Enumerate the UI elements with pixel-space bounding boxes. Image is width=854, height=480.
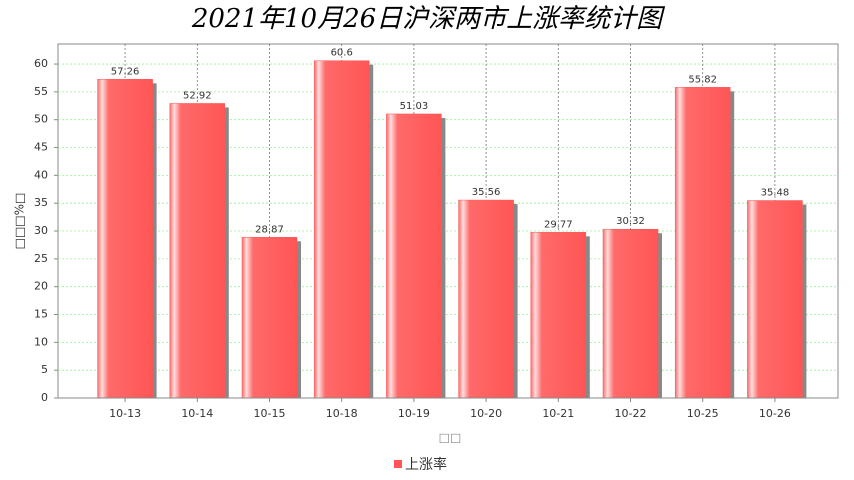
legend-swatch bbox=[394, 460, 402, 468]
y-tick-label: 25 bbox=[34, 252, 48, 265]
bar bbox=[458, 199, 514, 399]
value-label: 51.03 bbox=[400, 101, 429, 112]
bar bbox=[241, 237, 298, 399]
bar bbox=[530, 232, 587, 399]
y-tick-label: 30 bbox=[34, 224, 48, 237]
bar bbox=[386, 113, 442, 399]
y-tick-label: 45 bbox=[34, 141, 48, 154]
value-label: 35.48 bbox=[761, 188, 790, 199]
x-tick-label: 10-19 bbox=[398, 407, 430, 420]
y-axis-label: □□□%□ bbox=[13, 193, 27, 250]
bar bbox=[602, 228, 659, 399]
x-tick-label: 10-20 bbox=[470, 407, 502, 420]
y-tick-label: 35 bbox=[34, 196, 48, 209]
value-label: 60.6 bbox=[331, 48, 353, 59]
value-label: 57.26 bbox=[111, 66, 140, 77]
y-tick-label: 55 bbox=[34, 85, 48, 98]
value-label: 28.87 bbox=[255, 224, 284, 235]
legend-label: 上涨率 bbox=[405, 456, 447, 473]
bar bbox=[97, 79, 153, 399]
x-tick-label: 10-21 bbox=[542, 407, 574, 420]
y-tick-label: 0 bbox=[41, 391, 48, 404]
bar bbox=[674, 87, 731, 399]
bar bbox=[169, 103, 226, 399]
x-tick-label: 10-22 bbox=[615, 407, 647, 420]
x-tick-label: 10-13 bbox=[109, 407, 141, 420]
value-label: 55.82 bbox=[688, 74, 717, 85]
chart-title: 2021年10月26日沪深两市上涨率统计图 bbox=[191, 4, 666, 34]
x-axis-label: □□ bbox=[439, 431, 462, 445]
value-label: 29.77 bbox=[544, 219, 573, 230]
y-tick-label: 10 bbox=[34, 335, 48, 348]
y-tick-label: 40 bbox=[34, 168, 48, 181]
x-tick-label: 10-18 bbox=[326, 407, 358, 420]
x-tick-label: 10-15 bbox=[254, 407, 286, 420]
value-label: 35.56 bbox=[472, 187, 501, 198]
x-tick-label: 10-26 bbox=[759, 407, 791, 420]
y-tick-label: 15 bbox=[34, 308, 48, 321]
y-tick-label: 50 bbox=[34, 113, 48, 126]
value-label: 52.92 bbox=[183, 90, 212, 101]
bar bbox=[747, 200, 803, 399]
bar bbox=[313, 60, 370, 399]
x-tick-label: 10-25 bbox=[687, 407, 719, 420]
y-tick-label: 5 bbox=[41, 363, 48, 376]
y-tick-label: 20 bbox=[34, 280, 48, 293]
value-label: 30.32 bbox=[616, 216, 645, 227]
y-tick-label: 60 bbox=[34, 57, 48, 70]
x-tick-label: 10-14 bbox=[181, 407, 213, 420]
